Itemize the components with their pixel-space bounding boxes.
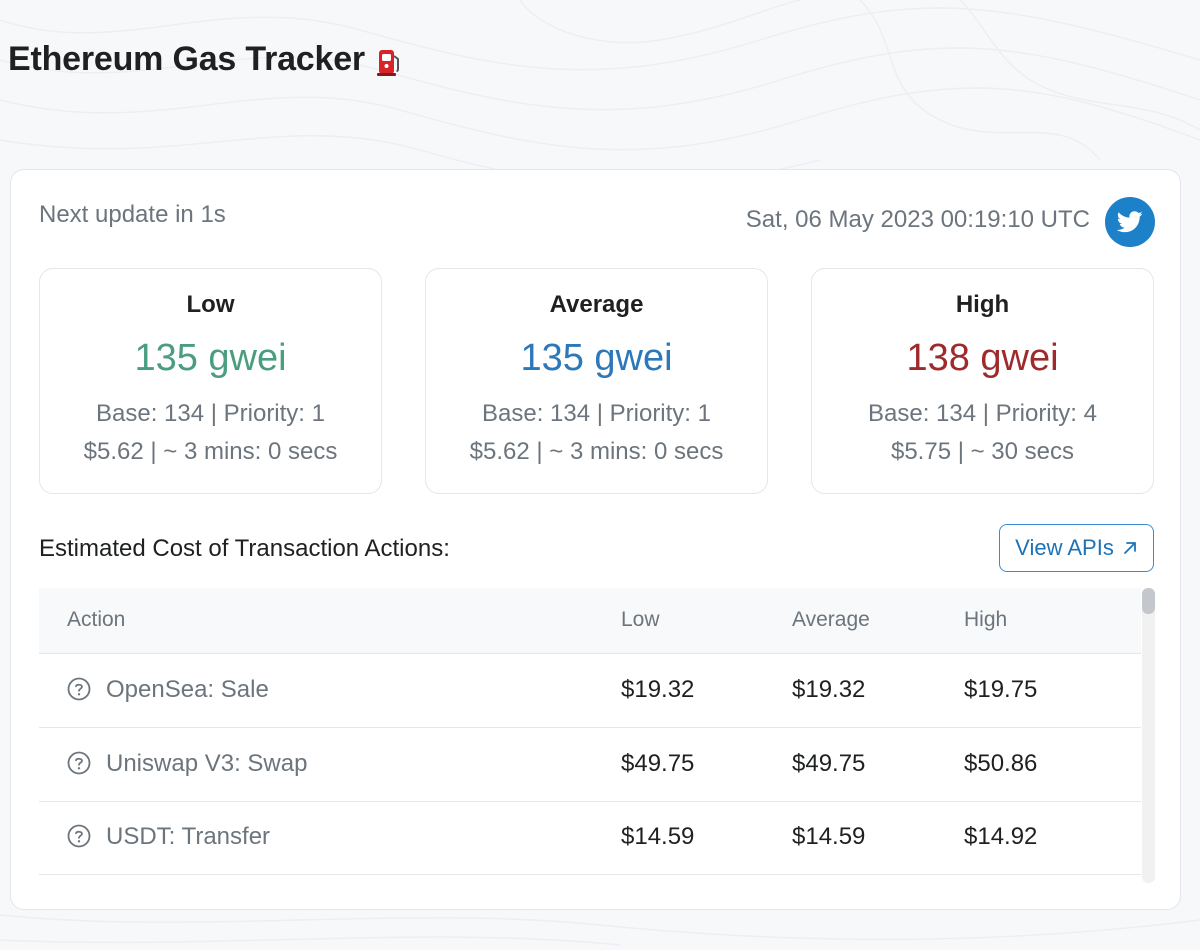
page-title: Ethereum Gas Tracker xyxy=(8,40,401,79)
cost-average: $49.75 xyxy=(792,750,866,777)
table-scrollbar[interactable] xyxy=(1142,588,1155,883)
gas-value-low: 135 gwei xyxy=(134,337,287,379)
action-name: USDT: Transfer xyxy=(106,823,271,850)
gas-tracker-card: Next update in 1s Sat, 06 May 2023 00:19… xyxy=(10,169,1181,910)
arrow-up-right-icon xyxy=(1123,542,1136,554)
table-header: Action Low Average High xyxy=(39,588,1141,654)
question-circle-icon[interactable] xyxy=(67,677,91,701)
cost-low: $14.59 xyxy=(621,823,695,850)
cost-high: $14.92 xyxy=(964,823,1038,850)
question-circle-icon[interactable] xyxy=(67,751,91,775)
gas-base-priority-high: Base: 134 | Priority: 4 xyxy=(867,400,1097,427)
scrollbar-thumb[interactable] xyxy=(1142,588,1155,614)
gas-cost-time-low: $5.62 | ~ 3 mins: 0 secs xyxy=(83,438,338,465)
gas-cost-time-average: $5.62 | ~ 3 mins: 0 secs xyxy=(469,438,724,465)
timestamp: Sat, 06 May 2023 00:19:10 UTC xyxy=(745,206,1090,233)
column-header-action: Action xyxy=(67,608,126,631)
gas-value-average: 135 gwei xyxy=(520,337,673,379)
gas-base-priority-average: Base: 134 | Priority: 1 xyxy=(481,400,711,427)
action-name: OpenSea: Sale xyxy=(106,676,269,703)
gas-label-high: High xyxy=(955,291,1010,318)
fuel-pump-icon xyxy=(376,47,401,77)
gas-box-high: High 138 gwei Base: 134 | Priority: 4 $5… xyxy=(811,268,1154,494)
gas-value-high: 138 gwei xyxy=(906,337,1059,379)
twitter-icon xyxy=(1117,211,1143,233)
actions-table: Action Low Average High OpenSea: Sale $1… xyxy=(39,588,1141,878)
cost-low: $19.32 xyxy=(621,676,695,703)
twitter-share-button[interactable] xyxy=(1105,197,1155,247)
actions-section-title: Estimated Cost of Transaction Actions: xyxy=(39,535,450,562)
cost-high: $50.86 xyxy=(964,750,1038,777)
gas-box-average: Average 135 gwei Base: 134 | Priority: 1… xyxy=(425,268,768,494)
gas-base-priority-low: Base: 134 | Priority: 1 xyxy=(95,400,325,427)
table-row: USDT: Transfer $14.59 $14.59 $14.92 xyxy=(39,801,1141,875)
question-circle-icon[interactable] xyxy=(67,824,91,848)
column-header-average: Average xyxy=(792,608,870,631)
view-apis-button[interactable]: View APIs xyxy=(999,524,1154,572)
cost-high: $19.75 xyxy=(964,676,1038,703)
cost-low: $49.75 xyxy=(621,750,695,777)
cost-average: $14.59 xyxy=(792,823,866,850)
gas-box-low: Low 135 gwei Base: 134 | Priority: 1 $5.… xyxy=(39,268,382,494)
gas-label-average: Average xyxy=(549,291,644,318)
column-header-high: High xyxy=(964,608,1008,631)
table-row: OpenSea: Sale $19.32 $19.32 $19.75 xyxy=(39,654,1141,728)
page-title-text: Ethereum Gas Tracker xyxy=(8,40,365,78)
gas-label-low: Low xyxy=(186,291,235,318)
next-update-text: Next update in 1s xyxy=(39,201,226,228)
cost-average: $19.32 xyxy=(792,676,866,703)
table-row: Uniswap V3: Swap $49.75 $49.75 $50.86 xyxy=(39,728,1141,802)
action-name: Uniswap V3: Swap xyxy=(106,750,308,777)
gas-cost-time-high: $5.75 | ~ 30 secs xyxy=(890,438,1075,465)
view-apis-label: View APIs xyxy=(1015,535,1114,560)
column-header-low: Low xyxy=(621,608,660,631)
